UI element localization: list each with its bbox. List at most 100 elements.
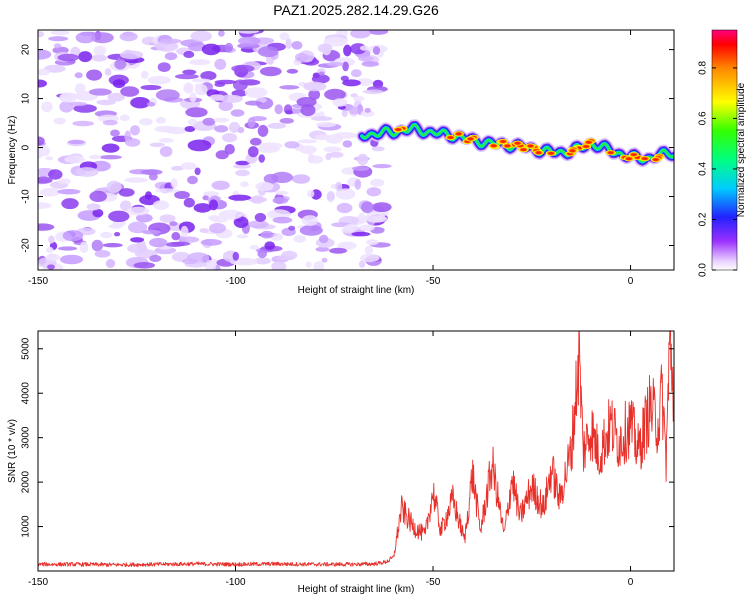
noise-blob <box>193 203 212 213</box>
noise-blob <box>155 117 167 124</box>
y-tick-label: -20 <box>21 238 32 253</box>
noise-blob <box>235 160 250 166</box>
noise-blob <box>307 155 324 164</box>
noise-blob <box>149 142 165 148</box>
noise-blob <box>188 42 207 52</box>
noise-blob <box>224 144 235 155</box>
noise-blob <box>38 223 55 231</box>
noise-blob <box>45 156 54 161</box>
noise-blob <box>255 181 274 192</box>
noise-blob <box>155 89 180 101</box>
noise-blob <box>271 171 294 183</box>
noise-blob <box>146 101 156 107</box>
noise-blob <box>184 126 196 132</box>
noise-blob <box>149 254 162 263</box>
noise-blob <box>260 230 274 239</box>
noise-blob <box>57 246 78 251</box>
noise-blob <box>353 96 365 102</box>
noise-blob <box>201 43 221 56</box>
signal-hotspot <box>500 140 506 143</box>
noise-blob <box>235 169 250 177</box>
noise-blob <box>357 153 369 166</box>
noise-blob <box>354 179 362 190</box>
noise-blob <box>281 250 298 260</box>
noise-blob <box>200 239 222 246</box>
noise-blob <box>315 246 330 252</box>
signal-hotspot <box>607 151 614 155</box>
signal-hotspot <box>504 144 511 148</box>
noise-blob <box>79 241 89 253</box>
noise-blob <box>310 116 333 121</box>
noise-blob <box>291 41 303 50</box>
noise-blob <box>372 202 392 213</box>
noise-blob <box>183 84 192 92</box>
noise-blob <box>328 151 344 158</box>
noise-blob <box>38 202 52 209</box>
noise-blob <box>57 188 81 195</box>
bottom-plot-frame <box>37 330 675 572</box>
noise-blob <box>368 30 389 35</box>
signal-hotspot <box>631 153 637 157</box>
noise-blob <box>358 56 374 62</box>
noise-blob <box>130 97 151 109</box>
y-tick-label: -10 <box>21 189 32 204</box>
noise-blob <box>213 117 229 123</box>
noise-blob <box>308 89 321 100</box>
noise-blob <box>358 260 366 268</box>
noise-blob <box>104 68 112 76</box>
noise-blob <box>364 107 371 113</box>
noise-blob <box>362 89 384 95</box>
noise-blob <box>189 59 211 66</box>
colorbar-gradient <box>711 29 738 271</box>
noise-blob <box>254 257 271 265</box>
noise-blob <box>258 46 279 58</box>
colorbar-tick-label: 0.6 <box>698 111 709 125</box>
noise-blob <box>257 124 269 137</box>
noise-blob <box>319 234 329 244</box>
noise-blob <box>152 200 170 210</box>
noise-blob <box>101 143 120 153</box>
noise-blob <box>267 122 287 129</box>
noise-blob <box>321 257 328 263</box>
noise-blob <box>275 190 289 196</box>
noise-blob <box>190 30 212 42</box>
noise-blob <box>73 104 97 113</box>
y-tick-label: 20 <box>21 44 32 56</box>
noise-blob <box>214 58 227 70</box>
noise-blob <box>114 232 121 237</box>
noise-blob <box>224 42 234 53</box>
noise-blob <box>41 101 53 113</box>
noise-blob <box>204 259 217 270</box>
noise-blob <box>194 167 201 176</box>
noise-blob <box>133 262 156 269</box>
noise-blob <box>351 231 371 237</box>
noise-blob <box>274 104 283 115</box>
noise-blob <box>142 229 162 235</box>
noise-blob <box>47 264 55 270</box>
noise-blob <box>187 118 197 126</box>
noise-blob <box>218 30 225 37</box>
noise-blob <box>128 221 148 234</box>
noise-blob <box>293 235 307 243</box>
noise-blob <box>365 211 386 223</box>
noise-blob <box>332 98 348 107</box>
noise-blob <box>284 141 300 149</box>
noise-blob <box>158 138 174 143</box>
noise-blob <box>46 246 54 253</box>
noise-blob <box>286 68 299 74</box>
noise-blob <box>258 154 266 163</box>
signal-hotspot <box>467 137 474 141</box>
noise-blob <box>108 223 123 229</box>
noise-blob <box>336 202 353 214</box>
noise-blob <box>324 88 346 101</box>
signal-track <box>356 119 674 168</box>
signal-hotspot <box>520 148 527 152</box>
noise-blob <box>194 84 208 96</box>
noise-blob <box>174 73 199 80</box>
colorbar: 0.0 0.2 0.4 0.6 0.8 Normalized spectral ampl… <box>698 29 747 277</box>
signal-hotspot <box>455 132 462 136</box>
noise-blob <box>327 61 344 67</box>
noise-blob <box>333 132 357 139</box>
noise-blob <box>99 155 122 160</box>
